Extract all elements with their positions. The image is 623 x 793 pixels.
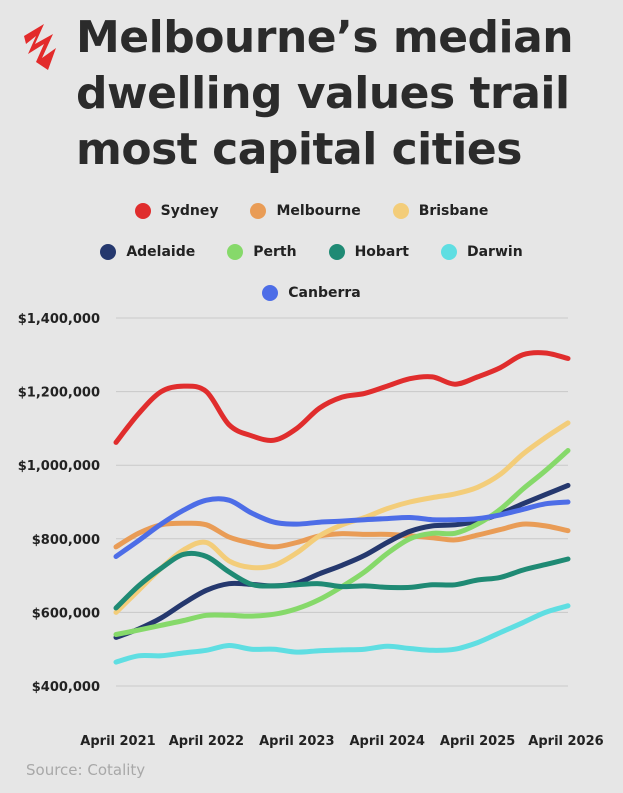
series-line-sydney <box>113 350 571 445</box>
legend-dot-hobart <box>328 243 345 260</box>
x-tick-label: April 2024 <box>349 734 424 749</box>
x-axis-ticks: April 2021 April 2022 April 2023 April 2024… <box>80 734 603 749</box>
x-tick-label: April 2025 <box>440 734 515 749</box>
legend-label-sydney: Sydney <box>160 202 219 219</box>
series-line-darwin <box>113 603 571 665</box>
series-line-hobart <box>113 550 571 611</box>
legend-label-darwin: Darwin <box>466 243 523 260</box>
series-line-canberra <box>113 496 571 559</box>
y-tick-label: $600,000 <box>32 606 100 621</box>
legend-row: Adelaide Perth Hobart Darwin <box>0 231 623 272</box>
legend-dot-adelaide <box>100 243 117 260</box>
legend-label-brisbane: Brisbane <box>418 202 489 219</box>
legend-item-canberra: Canberra <box>262 284 361 301</box>
legend-item-brisbane: Brisbane <box>392 202 489 219</box>
legend-item-darwin: Darwin <box>440 243 523 260</box>
legend-label-perth: Perth <box>253 243 297 260</box>
legend-label-canberra: Canberra <box>288 284 361 301</box>
series-line-perth <box>113 448 571 637</box>
legend-dot-sydney <box>134 202 151 219</box>
legend-item-adelaide: Adelaide <box>100 243 196 260</box>
line-chart: $400,000 $600,000 $800,000 $1,000,000 $1,200… <box>18 312 604 749</box>
x-tick-label: April 2026 <box>528 734 603 749</box>
x-tick-label: April 2021 <box>80 734 155 749</box>
gridlines <box>116 317 568 687</box>
x-tick-label: April 2023 <box>259 734 334 749</box>
x-tick-label: April 2022 <box>169 734 244 749</box>
legend-item-hobart: Hobart <box>328 243 409 260</box>
series-line-brisbane <box>113 420 571 615</box>
legend-item-sydney: Sydney <box>134 202 219 219</box>
legend-label-adelaide: Adelaide <box>126 243 196 260</box>
y-tick-label: $1,200,000 <box>18 386 100 401</box>
y-tick-label: $1,000,000 <box>18 459 100 474</box>
legend-dot-darwin <box>440 243 457 260</box>
y-tick-label: $400,000 <box>32 680 100 695</box>
sbs-news-logo-icon <box>24 24 56 70</box>
source-note: Source: Cotality <box>26 761 146 779</box>
legend-label-melbourne: Melbourne <box>276 202 361 219</box>
legend-row: Sydney Melbourne Brisbane <box>0 190 623 231</box>
legend-dot-brisbane <box>392 202 409 219</box>
series-lines <box>113 350 571 665</box>
legend-dot-melbourne <box>250 202 267 219</box>
legend-item-perth: Perth <box>227 243 297 260</box>
legend-row: Canberra <box>0 272 623 313</box>
y-tick-label: $1,400,000 <box>18 312 100 327</box>
chart-title: Melbourne’s median dwelling values trail… <box>76 12 574 175</box>
legend-label-hobart: Hobart <box>354 243 409 260</box>
y-tick-label: $800,000 <box>32 533 100 548</box>
legend: Sydney Melbourne Brisbane Adelaide Perth… <box>0 190 623 313</box>
series-line-melbourne <box>113 520 571 550</box>
legend-dot-perth <box>227 243 244 260</box>
legend-dot-canberra <box>262 284 279 301</box>
y-axis-ticks: $400,000 $600,000 $800,000 $1,000,000 $1,200… <box>18 312 100 695</box>
legend-item-melbourne: Melbourne <box>250 202 361 219</box>
